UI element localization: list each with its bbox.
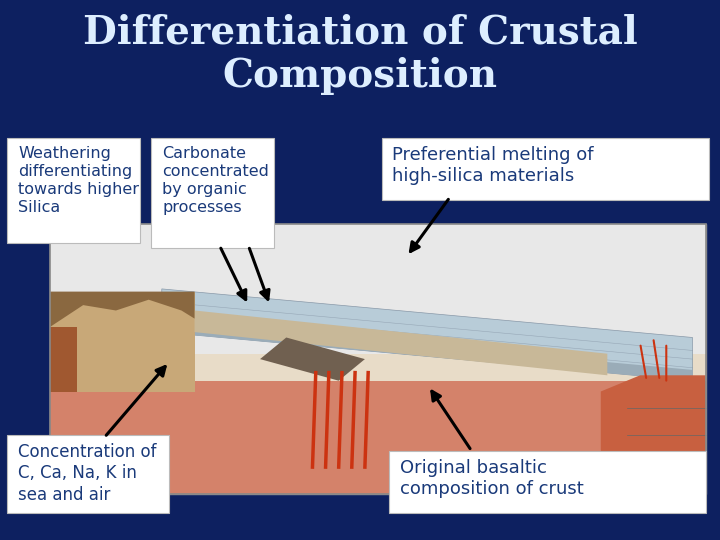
FancyBboxPatch shape [382,138,709,200]
Bar [50,224,706,494]
FancyBboxPatch shape [7,435,169,513]
FancyBboxPatch shape [151,138,274,248]
Polygon shape [260,338,365,381]
Bar [50,224,706,354]
Polygon shape [50,292,194,327]
Text: Original basaltic
composition of crust: Original basaltic composition of crust [400,459,583,498]
Polygon shape [162,289,693,381]
Polygon shape [162,321,693,381]
Polygon shape [600,375,706,494]
FancyBboxPatch shape [7,138,140,243]
Polygon shape [50,327,76,392]
Text: Weathering
differentiating
towards higher
Silica: Weathering differentiating towards highe… [18,146,139,215]
Bar [50,224,706,494]
FancyBboxPatch shape [389,451,706,513]
Polygon shape [50,381,706,494]
Text: Carbonate
concentrated
by organic
processes: Carbonate concentrated by organic proces… [162,146,269,215]
Text: Preferential melting of
high-silica materials: Preferential melting of high-silica mate… [392,146,594,185]
Polygon shape [50,292,194,392]
Text: Concentration of
C, Ca, Na, K in
sea and air: Concentration of C, Ca, Na, K in sea and… [18,443,156,504]
Text: Differentiation of Crustal: Differentiation of Crustal [83,14,637,51]
Text: Composition: Composition [222,57,498,94]
Polygon shape [194,310,607,375]
